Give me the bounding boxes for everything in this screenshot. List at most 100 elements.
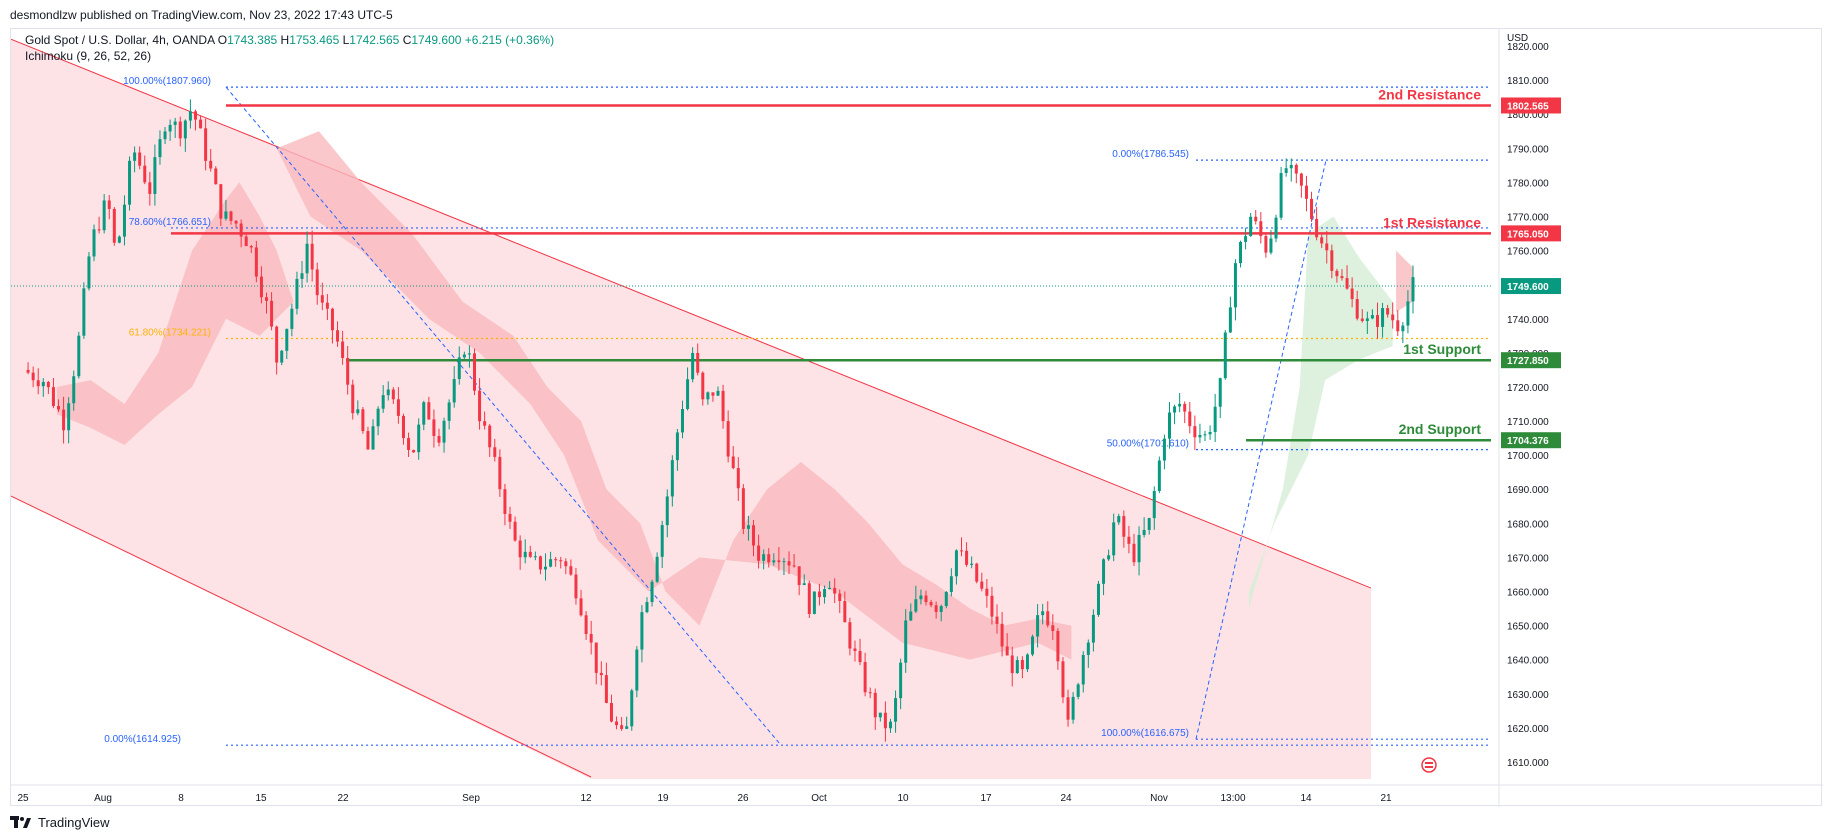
chart-frame[interactable]: 100.00%(1807.960) 78.60%(1766.651) 61.80%(… <box>10 28 1823 807</box>
x-tick-label: 24 <box>1060 793 1072 804</box>
candle-body <box>888 721 892 729</box>
candle-body <box>731 456 735 469</box>
candle-body <box>1294 164 1298 174</box>
tradingview-logo[interactable]: TradingView <box>10 815 110 830</box>
y-tick-label: 1700.000 <box>1507 451 1549 462</box>
candle-body <box>1066 697 1070 720</box>
candle-body <box>650 581 654 603</box>
candle-body <box>1396 320 1400 332</box>
candle-body <box>721 390 725 422</box>
ohlc-legend: Gold Spot / U.S. Dollar, 4h, OANDA O1743… <box>25 33 555 47</box>
candle-body <box>680 409 684 433</box>
candle-body <box>447 402 451 421</box>
fib-label: 100.00%(1616.675) <box>1101 728 1189 739</box>
candle-body <box>1284 168 1288 173</box>
candle-body <box>762 554 766 561</box>
candle-body <box>1020 660 1024 670</box>
candle-body <box>752 525 756 546</box>
candle-body <box>1239 241 1243 264</box>
candle-body <box>290 308 294 329</box>
x-tick-label: Oct <box>811 793 827 804</box>
x-tick-label: 15 <box>255 793 267 804</box>
candle-body <box>356 409 360 414</box>
candle-body <box>72 376 76 404</box>
candle-body <box>513 521 517 541</box>
candle-body <box>1071 696 1075 720</box>
candle-body <box>1299 173 1303 186</box>
y-tick-label: 1820.000 <box>1507 42 1549 53</box>
candle-body <box>107 200 111 209</box>
candle-body <box>777 560 781 563</box>
candle-body <box>488 425 492 448</box>
candle-body <box>351 384 355 414</box>
candle-body <box>1274 217 1278 239</box>
y-tick-label: 1620.000 <box>1507 724 1549 735</box>
change-value: +6.215 (+0.36%) <box>464 33 555 47</box>
x-tick-label: 21 <box>1380 793 1392 804</box>
x-tick-label: 13:00 <box>1220 793 1245 804</box>
candle-body <box>853 648 857 651</box>
ichimoku-cloud-1 <box>56 182 294 445</box>
us-flag-stripe <box>1425 766 1433 768</box>
candle-body <box>716 390 720 396</box>
candle-body <box>686 379 690 410</box>
y-tick-label: 1780.000 <box>1507 178 1549 189</box>
indicator-legend[interactable]: Ichimoku (9, 26, 52, 26) <box>25 49 151 63</box>
candle-body <box>909 611 913 621</box>
candle-body <box>772 560 776 563</box>
candle-body <box>960 550 964 552</box>
candle-body <box>143 165 147 183</box>
candle-body <box>1375 315 1379 327</box>
candle-body <box>381 395 385 409</box>
candle-body <box>1223 332 1227 379</box>
candle-body <box>655 556 659 582</box>
candle-body <box>1218 378 1222 407</box>
candle-body <box>493 447 497 457</box>
candle-body <box>1076 684 1080 697</box>
candle-body <box>1289 164 1293 169</box>
price-tag-2: 1727.850 <box>1507 356 1549 367</box>
footer-bar: TradingView <box>0 810 1832 840</box>
candle-body <box>883 712 887 729</box>
candle-body <box>376 408 380 427</box>
candle-body <box>341 341 345 358</box>
candle-body <box>604 675 608 703</box>
candle-body <box>92 229 96 257</box>
candle-body <box>670 460 674 497</box>
candle-body <box>1244 236 1248 242</box>
candle-body <box>452 379 456 403</box>
price-chart[interactable]: 100.00%(1807.960) 78.60%(1766.651) 61.80%(… <box>11 29 1823 807</box>
candle-body <box>843 601 847 623</box>
candle-body <box>579 598 583 616</box>
candle-body <box>944 591 948 607</box>
candle-body <box>549 559 553 567</box>
candle-body <box>1279 172 1283 218</box>
candle-body <box>239 223 243 237</box>
candle-body <box>894 698 898 722</box>
x-tick-label: 10 <box>897 793 909 804</box>
candle-body <box>1365 318 1369 321</box>
candle-body <box>985 588 989 596</box>
candle-body <box>625 726 629 729</box>
candle-body <box>1167 412 1171 439</box>
candle-body <box>564 561 568 567</box>
candle-body <box>949 576 953 592</box>
candle-body <box>254 247 258 277</box>
fib-label: 100.00%(1807.960) <box>123 76 211 87</box>
candle-body <box>858 650 862 663</box>
y-tick-label: 1710.000 <box>1507 417 1549 428</box>
candle-body <box>1157 460 1161 492</box>
candle-body <box>325 302 329 309</box>
fib-label: 78.60%(1766.651) <box>129 217 211 228</box>
candle-body <box>533 556 537 558</box>
candle-body <box>1051 625 1055 631</box>
candle-body <box>1046 611 1050 626</box>
candle-body <box>1401 325 1405 332</box>
us-flag-icon <box>1421 757 1437 773</box>
candle-body <box>188 111 192 121</box>
candle-body <box>46 381 50 388</box>
candle-body <box>899 662 903 699</box>
candle-body <box>97 229 101 231</box>
candle-body <box>407 438 411 451</box>
candle-body <box>1081 654 1085 685</box>
